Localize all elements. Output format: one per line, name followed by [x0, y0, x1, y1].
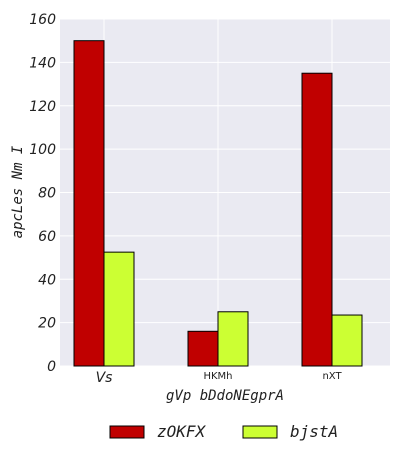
bar-zOKFX-HKMh [187, 330, 219, 367]
bar-zOKFX-Vs [73, 40, 105, 367]
y-tick-label: 0 [47, 359, 56, 375]
y-tick-label: 160 [29, 12, 56, 28]
legend: zOKFX bjstA [109, 422, 338, 441]
legend-swatch [242, 425, 278, 439]
x-tick-label: Vs [96, 370, 113, 386]
bar-zOKFX-nXT [301, 72, 333, 367]
bar-bjstA-Vs [103, 251, 135, 367]
legend-swatch [109, 425, 145, 439]
y-tick-label: 80 [38, 186, 56, 202]
y-tick-label: 60 [38, 229, 56, 245]
x-axis-ticks: Vs HKMh nXT [96, 370, 343, 386]
x-tick-label: nXT [322, 371, 342, 382]
x-axis-label: gVp bDdoNEgprA [166, 388, 284, 404]
bar-bjstA-nXT [331, 314, 363, 367]
y-axis-label: apcLes Nm I [10, 145, 26, 238]
bar-bjstA-HKMh [217, 311, 249, 367]
y-tick-label: 20 [38, 316, 56, 332]
y-tick-label: 140 [29, 55, 56, 71]
x-tick-label: HKMh [203, 371, 232, 382]
y-axis-ticks: 0 20 40 60 80 100 120 140 160 [29, 12, 56, 375]
legend-label: zOKFX [157, 422, 207, 441]
bars [73, 40, 363, 367]
y-tick-label: 120 [29, 99, 56, 115]
y-tick-label: 40 [38, 272, 56, 288]
y-tick-label: 100 [29, 142, 56, 158]
legend-label: bjstA [290, 422, 338, 441]
